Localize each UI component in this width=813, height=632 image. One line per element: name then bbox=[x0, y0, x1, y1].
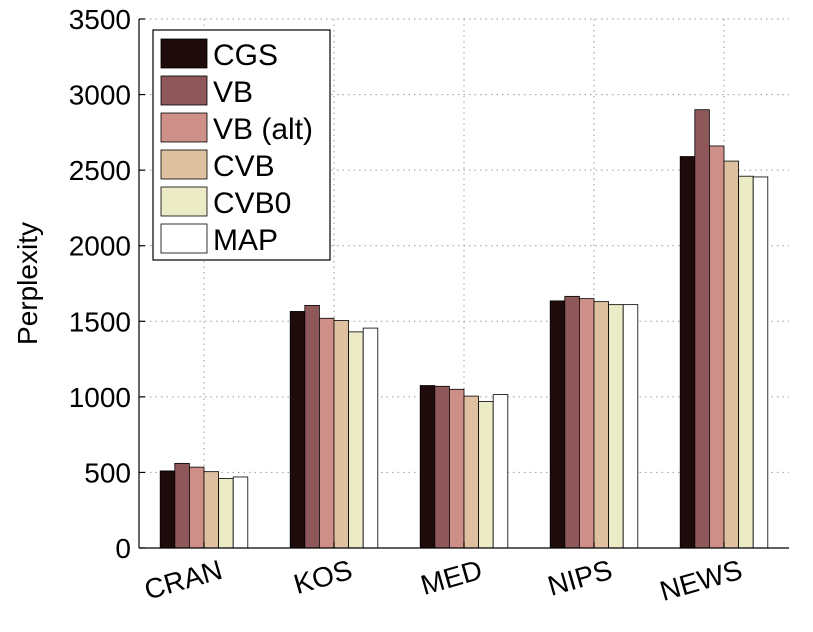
y-tick-label-1000: 1000 bbox=[69, 382, 131, 413]
bar-cgs-news bbox=[679, 156, 696, 549]
bar-map-cran bbox=[232, 476, 249, 549]
x-tick-label-kos: KOS bbox=[290, 554, 355, 600]
axes: 0 500 1000 1500 2000 2500 3000 3500 CRAN KOS MED NI… bbox=[12, 4, 789, 607]
legend-swatch-3 bbox=[160, 149, 208, 180]
bar-vb-alt-med bbox=[448, 388, 465, 549]
bar-cvb0-news bbox=[738, 175, 754, 549]
legend: CGS VB VB (alt) CVB CVB0 MAP bbox=[152, 29, 331, 261]
x-tick-label-med: MED bbox=[417, 554, 485, 601]
y-tick-label-0: 0 bbox=[115, 533, 131, 564]
legend-swatch-4 bbox=[160, 186, 208, 217]
x-tick-label-nips: NIPS bbox=[544, 554, 615, 602]
bar-vb-cran bbox=[174, 462, 190, 549]
bar-vb-nips bbox=[564, 295, 580, 549]
legend-swatch-2 bbox=[160, 112, 208, 143]
legend-swatch-5 bbox=[160, 223, 208, 254]
bar-map-news bbox=[752, 176, 769, 549]
y-axis-title: Perplexity bbox=[12, 222, 43, 345]
legend-label-3: CVB bbox=[213, 150, 275, 183]
x-tick-label-cran: CRAN bbox=[141, 554, 226, 606]
bar-map-med bbox=[492, 394, 509, 549]
bars bbox=[159, 109, 769, 549]
legend-label-5: MAP bbox=[213, 224, 278, 257]
legend-label-2: VB (alt) bbox=[213, 113, 313, 146]
bar-vb-alt-news bbox=[709, 145, 725, 549]
bar-cgs-nips bbox=[549, 300, 566, 549]
bar-cvb-nips bbox=[593, 301, 610, 549]
bar-cvb0-cran bbox=[218, 478, 234, 549]
bar-cvb0-nips bbox=[608, 304, 624, 549]
bar-cvb-med bbox=[463, 395, 480, 549]
y-tick-label-3500: 3500 bbox=[69, 4, 131, 35]
legend-label-1: VB bbox=[213, 76, 253, 109]
bar-cvb-cran bbox=[203, 471, 220, 549]
bar-cvb-kos bbox=[333, 320, 350, 549]
bar-vb-news bbox=[694, 109, 710, 549]
bar-cgs-med bbox=[419, 385, 436, 549]
y-tick-label-500: 500 bbox=[84, 457, 131, 488]
bar-vb-alt-nips bbox=[579, 298, 595, 549]
bar-cgs-cran bbox=[159, 470, 176, 549]
bar-vb-alt-kos bbox=[318, 317, 335, 549]
bar-vb-med bbox=[434, 385, 450, 549]
legend-swatch-1 bbox=[160, 75, 208, 106]
y-tick-label-3000: 3000 bbox=[69, 80, 131, 111]
bar-map-nips bbox=[622, 304, 639, 549]
bar-cvb0-kos bbox=[348, 331, 364, 549]
bar-cvb-news bbox=[723, 160, 740, 549]
y-tick-label-2500: 2500 bbox=[69, 155, 131, 186]
y-tick-label-2000: 2000 bbox=[69, 231, 131, 262]
legend-label-4: CVB0 bbox=[213, 187, 291, 220]
bar-vb-alt-cran bbox=[188, 466, 205, 549]
bar-cvb0-med bbox=[478, 400, 494, 549]
x-tick-label-news: NEWS bbox=[656, 554, 745, 607]
legend-swatch-0 bbox=[160, 38, 208, 69]
bar-map-kos bbox=[362, 327, 379, 549]
bar-cgs-kos bbox=[289, 311, 306, 549]
y-tick-label-1500: 1500 bbox=[69, 306, 131, 337]
bar-vb-kos bbox=[304, 305, 320, 549]
legend-label-0: CGS bbox=[213, 39, 278, 72]
